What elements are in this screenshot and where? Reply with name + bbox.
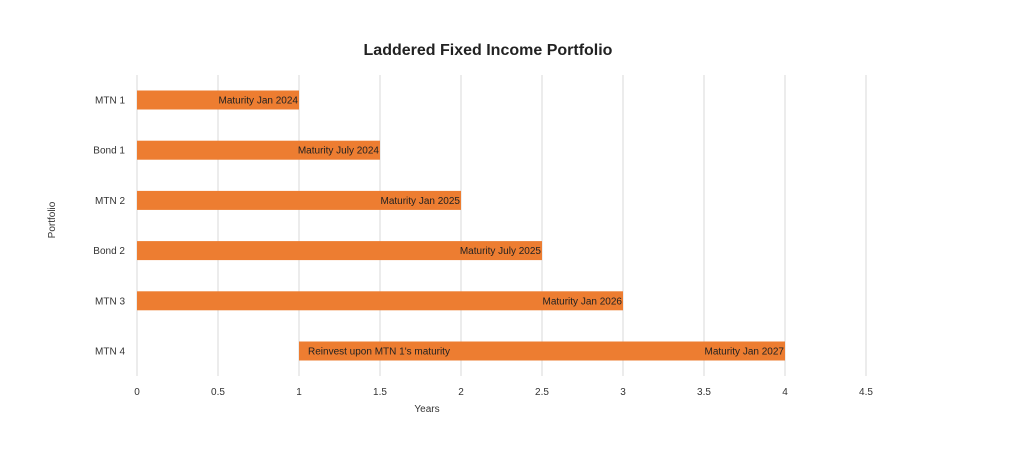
chart-title: Laddered Fixed Income Portfolio: [364, 42, 613, 59]
x-tick-label: 1: [296, 387, 302, 398]
y-tick-label: Bond 2: [93, 246, 125, 257]
bar-data-label: Reinvest upon MTN 1's maturity: [308, 347, 450, 358]
bar: [137, 90, 299, 110]
x-tick-label: 2: [458, 387, 464, 398]
bar-data-label: Maturity Jan 2027: [705, 347, 785, 358]
x-tick-label: 0: [134, 387, 140, 398]
bar: [137, 190, 461, 210]
bar: [299, 341, 785, 361]
x-tick-label: 4.5: [859, 387, 873, 398]
x-tick-label: 3.5: [697, 387, 711, 398]
x-tick-label: 4: [782, 387, 788, 398]
bar: [137, 291, 623, 311]
x-tick-label: 2.5: [535, 387, 549, 398]
bar-data-label: Maturity Jan 2026: [543, 296, 623, 307]
bar-data-label: Maturity Jan 2024: [219, 96, 299, 107]
bar-data-label: Maturity July 2024: [298, 146, 380, 157]
bars: Maturity Jan 2024 Maturity July 2024 Matur…: [137, 90, 785, 361]
y-tick-label: MTN 2: [95, 196, 125, 207]
x-tick-label: 1.5: [373, 387, 387, 398]
y-axis-label: Portfolio: [47, 201, 58, 238]
y-axis-ticks: MTN 1 Bond 1 MTN 2 Bond 2 MTN 3 MTN 4: [93, 96, 125, 358]
bar-data-label: Maturity July 2025: [460, 246, 542, 257]
y-tick-label: MTN 3: [95, 296, 125, 307]
bar: [137, 241, 542, 261]
bar-data-label: Maturity Jan 2025: [381, 196, 461, 207]
x-tick-label: 3: [620, 387, 626, 398]
x-axis-label: Years: [414, 404, 439, 415]
x-tick-label: 0.5: [211, 387, 225, 398]
y-tick-label: Bond 1: [93, 146, 125, 157]
grid-lines: [136, 75, 867, 376]
bar: [137, 140, 380, 160]
y-tick-label: MTN 4: [95, 347, 125, 358]
y-tick-label: MTN 1: [95, 96, 125, 107]
x-axis-ticks: 0 0.5 1 1.5 2 2.5 3 3.5 4 4.5: [134, 387, 873, 398]
